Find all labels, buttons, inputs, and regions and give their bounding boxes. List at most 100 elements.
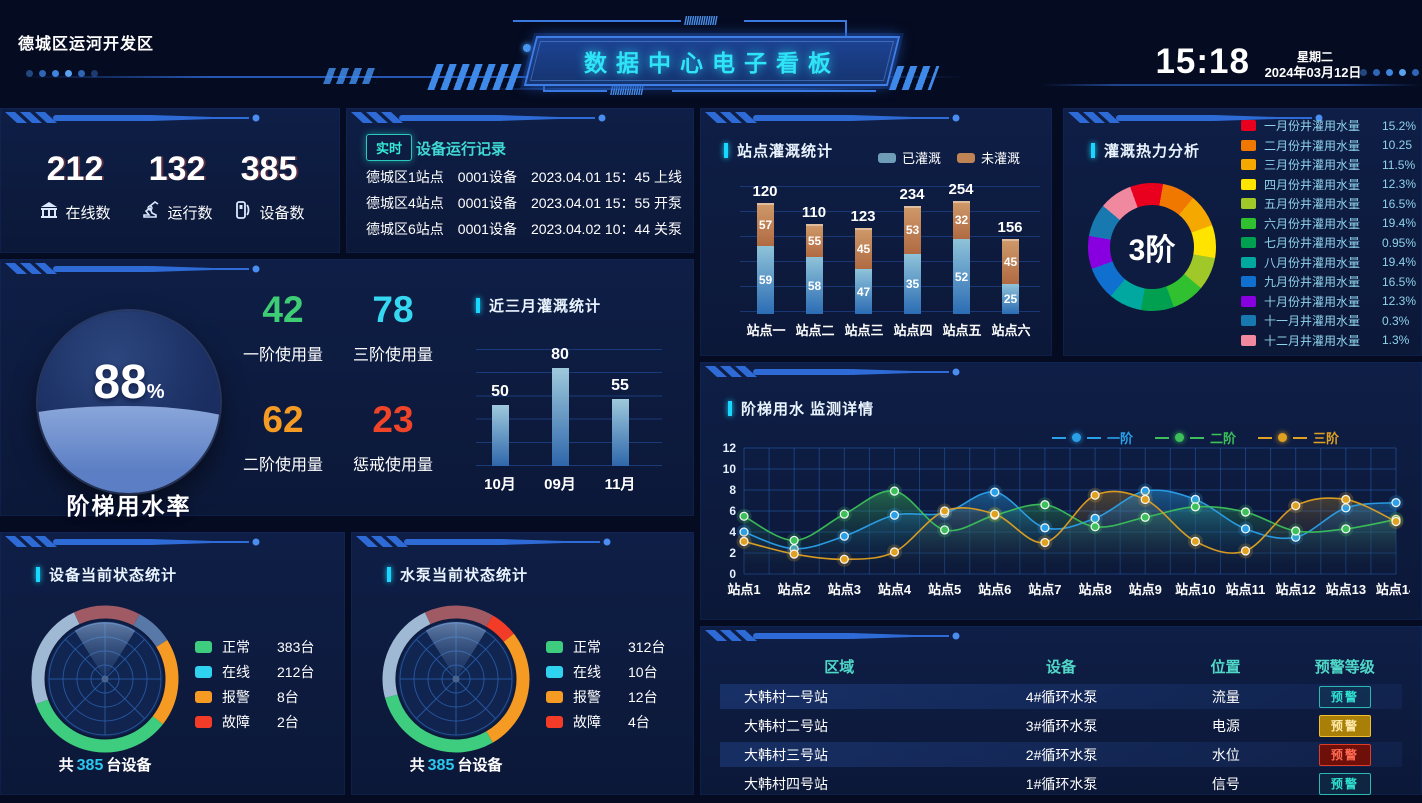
heat-legend-item[interactable]: 八月份井灌用水量 19.4%	[1241, 253, 1416, 273]
water-fill	[38, 405, 220, 493]
cell-area: 大韩村二号站	[744, 717, 828, 734]
status-legend-报警[interactable]: 报警 8台	[195, 684, 314, 709]
status-legend-报警[interactable]: 报警 12台	[546, 684, 665, 709]
status-legend-正常[interactable]: 正常 383台	[195, 634, 314, 659]
header-line-right	[1040, 84, 1422, 86]
site-bar-legend: 已灌溉 未灌溉	[878, 148, 1020, 167]
legend-value: 312台	[628, 638, 666, 655]
legend-swatch	[1241, 276, 1256, 288]
recent-bar-x-label: 11月	[604, 476, 636, 493]
pump-status-title: 水泵当前状态统计	[400, 567, 529, 584]
ring-segment	[31, 612, 80, 705]
table-row[interactable]: 大韩村一号站 4#循环水泵 流量 预警	[720, 684, 1402, 709]
svg-text:站点12: 站点12	[1275, 582, 1315, 597]
legend-swatch	[1241, 315, 1256, 327]
status-legend-故障[interactable]: 故障 4台	[546, 709, 665, 734]
warning-level-button[interactable]: 预警	[1318, 685, 1371, 708]
heat-legend-item[interactable]: 五月份井灌用水量 16.5%	[1241, 194, 1416, 214]
stacked-bar-站点六: 156 45 25	[997, 219, 1023, 314]
status-legend-在线[interactable]: 在线 212台	[195, 659, 314, 684]
legend-dash	[1087, 436, 1101, 439]
legend-label: 一月份井灌用水量	[1264, 119, 1361, 134]
heat-legend-item[interactable]: 十二月井灌用水量 1.3%	[1241, 331, 1416, 351]
recent-bar-09月: 80	[551, 346, 569, 466]
bar-total-label: 156	[997, 219, 1023, 236]
point-一阶	[990, 487, 1000, 497]
panel-site-irrigation: 站点灌溉统计 已灌溉 未灌溉 120 57 59 站点一 110 55 58 站点二 123 45 4…	[700, 108, 1052, 356]
point-三阶	[1291, 501, 1301, 511]
usage-value: 23	[372, 399, 414, 440]
panel-heat-analysis: 灌溉热力分析 3阶 一月份井灌用水量 15.2% 二月份井灌用水量 10.25 三月份井…	[1063, 108, 1422, 356]
warning-level-button[interactable]: 预警	[1318, 772, 1371, 795]
legend-value: 19.4%	[1382, 255, 1417, 270]
panel-stats: 212 在线数 132 运行数 385 设备数	[0, 108, 340, 253]
legend-marker	[1278, 433, 1288, 442]
svg-text:4: 4	[729, 525, 736, 539]
legend-label: 十月份井灌用水量	[1264, 294, 1361, 309]
banner-line-bot-right	[672, 90, 876, 92]
warning-level-button[interactable]: 预警	[1318, 714, 1371, 737]
monitor-legend-二阶[interactable]: 二阶	[1155, 428, 1236, 447]
legend-swatch	[1241, 256, 1256, 268]
heat-legend-item[interactable]: 六月份井灌用水量 19.4%	[1241, 214, 1416, 234]
heat-legend-item[interactable]: 四月份井灌用水量 12.3%	[1241, 175, 1416, 195]
monitor-title: 阶梯用水 监测详情	[741, 401, 875, 418]
stat-运行数: 132 运行数	[122, 150, 232, 223]
legend-item-未灌溉[interactable]: 未灌溉	[957, 148, 1020, 167]
heat-legend-item[interactable]: 十月份井灌用水量 12.3%	[1241, 292, 1416, 312]
cell-area: 大韩村一号站	[744, 688, 828, 705]
table-row[interactable]: 大韩村三号站 2#循环水泵 水位 预警	[720, 742, 1402, 767]
point-三阶	[889, 547, 900, 557]
svg-text:站点10: 站点10	[1175, 582, 1215, 597]
ring-segment	[35, 699, 163, 753]
usage-stats-grid: 42 一阶使用量 78 三阶使用量 62 二阶使用量 23 惩戒使用量	[228, 289, 448, 509]
monitor-legend-三阶[interactable]: 三阶	[1258, 428, 1339, 447]
bar-total-label: 123	[850, 208, 876, 225]
monitor-legend-一阶[interactable]: 一阶	[1052, 428, 1133, 447]
stacked-bar-站点五: 254 32 52	[948, 181, 974, 314]
heat-legend-item[interactable]: 七月份井灌用水量 0.95%	[1241, 233, 1416, 253]
hatch-left	[427, 64, 525, 90]
banner-slashes-bottom: //////////////	[610, 84, 644, 98]
table-header-位置: 位置	[1210, 659, 1241, 676]
warning-level-button[interactable]: 预警	[1318, 743, 1371, 766]
ring-segment	[133, 614, 168, 648]
hatch-left-small	[323, 68, 381, 84]
realtime-badge: 实时	[366, 134, 413, 161]
point-二阶	[739, 511, 749, 521]
table-row[interactable]: 大韩村四号站 1#循环水泵 信号 预警	[720, 771, 1402, 796]
heat-legend-item[interactable]: 三月份井灌用水量 11.5%	[1241, 155, 1416, 175]
legend-marker	[1072, 433, 1081, 442]
gauge-value: 88	[93, 356, 147, 409]
cell-device: 3#循环水泵	[1025, 717, 1098, 734]
status-legend-正常[interactable]: 正常 312台	[546, 634, 665, 659]
cell-position: 流量	[1211, 688, 1240, 705]
heat-legend-item[interactable]: 十一月井灌用水量 0.3%	[1241, 311, 1416, 331]
robot-arm-icon	[141, 201, 161, 223]
bar-total-label: 254	[948, 181, 974, 198]
panel-deco	[356, 535, 616, 549]
legend-item-已灌溉[interactable]: 已灌溉	[878, 148, 941, 167]
svg-text:站点5: 站点5	[928, 582, 961, 597]
heat-legend-item[interactable]: 二月份井灌用水量 10.25	[1241, 136, 1416, 156]
usage-三阶使用量: 78 三阶使用量	[338, 289, 448, 399]
heat-legend: 一月份井灌用水量 15.2% 二月份井灌用水量 10.25 三月份井灌用水量 11.5% 四…	[1241, 116, 1416, 350]
heat-legend-item[interactable]: 九月份井灌用水量 16.5%	[1241, 272, 1416, 292]
legend-value: 2台	[277, 713, 299, 730]
legend-value: 12台	[628, 688, 658, 705]
pump-status-legend: 正常 312台 在线 10台 报警 12台 故障 4台	[546, 634, 665, 734]
bar-total-label: 110	[801, 204, 827, 221]
recent-bar-10月: 50	[491, 383, 509, 466]
dot	[26, 70, 33, 77]
table-row[interactable]: 大韩村二号站 3#循环水泵 电源 预警	[720, 713, 1402, 738]
legend-swatch	[195, 715, 212, 728]
heat-legend-item[interactable]: 一月份井灌用水量 15.2%	[1241, 116, 1416, 136]
legend-swatch	[1241, 217, 1256, 229]
bar-x-label: 站点二	[795, 323, 835, 338]
status-legend-在线[interactable]: 在线 10台	[546, 659, 665, 684]
recent-bar-x-label: 10月	[484, 476, 516, 493]
line-三阶	[743, 490, 1397, 561]
building-icon	[39, 201, 59, 223]
status-legend-故障[interactable]: 故障 2台	[195, 709, 314, 734]
